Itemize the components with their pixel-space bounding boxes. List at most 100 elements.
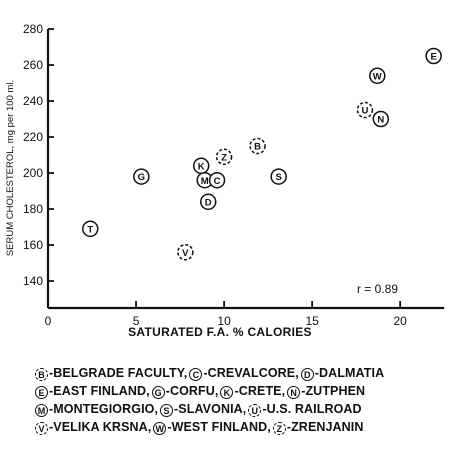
x-tick-label: 20 [393,314,407,328]
point-marker [208,171,226,189]
data-point-w: W [369,67,386,85]
point-marker [372,110,390,128]
axes: 0 5 10 15 20 140 160 180 200 220 240 260 280 [23,22,445,328]
scatter-chart: 0 5 10 15 20 140 160 180 200 220 240 260 280 T G V KMDC… [5,22,445,339]
legend-label: -EAST FINLAND, [49,384,150,398]
point-label: U [362,106,369,117]
legend-item-g: G -CORFU, [151,382,219,400]
y-axis-label: SERUM CHOLESTEROL, mg per 100 ml. [5,80,16,256]
point-label: B [254,142,261,153]
point-marker [82,220,99,238]
y-tick-label: 220 [23,130,43,144]
data-point-s: S [270,168,287,185]
legend-item-v: V -VELIKA KRSNA, [35,418,151,436]
legend-code: N [287,386,301,399]
x-axis-label: SATURATED F.A. % CALORIES [128,325,312,339]
point-label: M [201,176,209,187]
legend-item-d: D -DALMATIA [300,364,385,382]
y-tick-label: 260 [23,58,43,72]
data-point-b: B [249,137,266,155]
data-point-u: U [356,101,374,119]
legend-item-c: C -CREVALCORE, [189,364,299,382]
legend-code: B [35,368,48,381]
data-point-k: K [192,157,210,175]
legend-code: K [220,386,234,399]
data-point-z: Z [215,148,233,166]
legend-label: -CORFU, [165,384,219,398]
legend-label: -U.S. RAILROAD [262,402,362,416]
legend-item-z: Z -ZRENJANIN [272,418,364,436]
data-point-c: C [208,171,226,189]
y-tick-label: 240 [23,94,43,108]
point-label: E [430,52,436,63]
legend-row: E -EAST FINLAND, G -CORFU, K -CRETE, N -ZUTPHEN [35,382,445,400]
legend-label: -VELIKA KRSNA, [49,420,152,434]
legend-item-k: K -CRETE, [220,382,285,400]
y-tick-label: 180 [23,202,43,216]
legend-code: M [35,404,48,417]
point-marker [270,168,287,185]
legend-code: C [189,368,203,381]
point-label: C [214,176,221,187]
data-point-e: E [425,47,442,65]
legend-label: -ZRENJANIN [286,420,364,434]
x-tick-label: 0 [45,314,52,328]
point-label: S [276,172,282,183]
data-point-g: G [133,168,150,185]
legend-label: -SLAVONIA, [174,402,247,416]
legend-code: W [153,422,167,435]
legend-item-e: E -EAST FINLAND, [35,382,150,400]
legend-code: D [300,368,314,381]
x-tick-label: 5 [133,314,140,328]
y-tick-label: 160 [23,238,43,252]
legend-label: -CREVALCORE, [203,366,299,380]
point-marker [249,137,266,155]
point-label: N [377,115,384,126]
legend-label: -DALMATIA [314,366,385,380]
correlation-annotation: r = 0.89 [357,282,398,296]
point-marker [133,168,150,185]
point-label: T [87,224,93,235]
y-tick-label: 200 [23,166,43,180]
legend-code: G [151,386,165,399]
legend-row: V -VELIKA KRSNA, W -WEST FINLAND, Z -ZRENJANI… [35,418,445,436]
legend-item-s: S -SLAVONIA, [160,400,246,418]
y-tick-label: 280 [23,22,43,36]
legend-code: V [35,422,48,435]
legend-label: -MONTEGIORGIO, [49,402,159,416]
point-label: W [373,71,382,82]
point-label: G [138,172,145,183]
legend-item-n: N -ZUTPHEN [287,382,365,400]
legend-item-u: U -U.S. RAILROAD [248,400,362,418]
legend-row: B -BELGRADE FACULTY, C -CREVALCORE, D -DALMAT… [35,364,445,382]
point-label: V [182,248,189,259]
legend-code: S [160,404,174,417]
legend-row: M -MONTEGIORGIO, S -SLAVONIA, U -U.S. RAILROA… [35,400,445,418]
legend-code: U [248,404,262,417]
legend-item-b: B -BELGRADE FACULTY, [35,364,187,382]
legend-code: Z [272,422,286,435]
legend-item-m: M -MONTEGIORGIO, [35,400,158,418]
data-point-d: D [199,193,217,211]
point-marker [425,47,442,65]
point-marker [177,243,194,261]
data-point-v: V [177,243,194,261]
data-point-n: N [372,110,390,128]
legend-code: E [35,386,48,399]
legend-label: -ZUTPHEN [301,384,366,398]
legend-item-w: W -WEST FINLAND, [153,418,271,436]
point-label: D [205,197,212,208]
x-tick-label: 10 [217,314,231,328]
y-tick-label: 140 [23,274,43,288]
x-tick-label: 15 [305,314,319,328]
point-marker [369,67,386,85]
point-marker [356,101,374,119]
point-label: K [198,161,205,172]
legend-label: -WEST FINLAND, [167,420,271,434]
point-label: Z [221,152,227,163]
point-marker [199,193,217,211]
data-point-t: T [82,220,99,238]
legend: B -BELGRADE FACULTY, C -CREVALCORE, D -DALMAT… [35,364,445,436]
legend-label: -CRETE, [234,384,286,398]
